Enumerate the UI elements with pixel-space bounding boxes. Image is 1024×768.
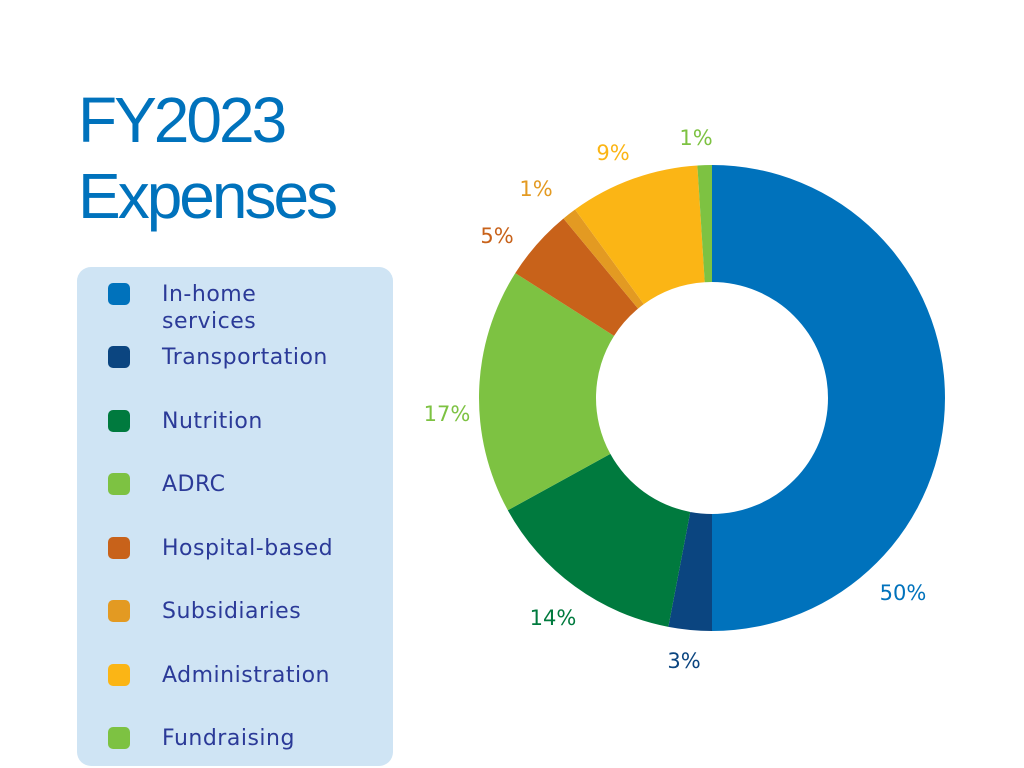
donut-slice	[697, 165, 712, 283]
legend-label: Administration	[162, 663, 330, 688]
legend-swatch	[108, 727, 130, 749]
legend-label: Nutrition	[162, 409, 263, 434]
donut-slice	[515, 218, 639, 336]
chart-title: FY2023 Expenses	[78, 82, 338, 234]
legend-swatch	[108, 473, 130, 495]
legend-label: Hospital-based	[162, 536, 334, 561]
legend: In-home services Transportation Nutrition AD…	[77, 267, 393, 766]
data-label: 1%	[519, 177, 552, 201]
legend-label: ADRC	[162, 472, 226, 497]
legend-swatch	[108, 346, 130, 368]
legend-label: Fundraising	[162, 726, 295, 751]
legend-swatch	[108, 537, 130, 559]
data-label: 50%	[880, 581, 927, 605]
title-line-2: Expenses	[78, 160, 338, 232]
data-label: 14%	[530, 606, 577, 630]
legend-swatch	[108, 283, 130, 305]
donut-slice	[479, 273, 615, 511]
data-label: 9%	[596, 141, 629, 165]
donut-slice	[668, 511, 712, 631]
data-label: 3%	[667, 649, 700, 673]
legend-label: Subsidiaries	[162, 599, 302, 624]
donut-slice	[712, 165, 945, 631]
donut-slice	[507, 453, 691, 627]
donut-slice	[575, 165, 705, 305]
data-label: 5%	[480, 224, 513, 248]
legend-swatch	[108, 664, 130, 686]
legend-swatch	[108, 600, 130, 622]
data-label: 17%	[424, 402, 471, 426]
legend-label: Transportation	[162, 345, 328, 370]
data-label: 1%	[679, 126, 712, 150]
title-line-1: FY2023	[78, 84, 287, 156]
donut-slice	[563, 209, 644, 309]
legend-label: In-home services	[162, 282, 257, 334]
legend-swatch	[108, 410, 130, 432]
